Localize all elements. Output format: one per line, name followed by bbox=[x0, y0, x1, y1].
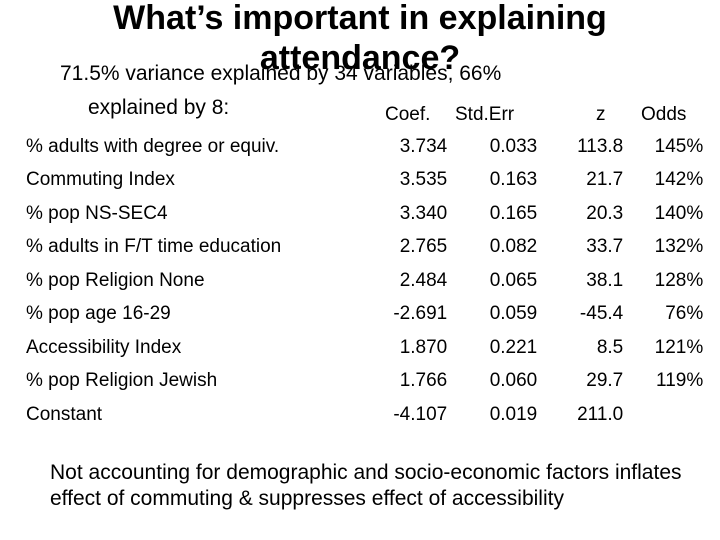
std-err-cell: 0.033 bbox=[489, 135, 538, 157]
std-err-cell: 0.065 bbox=[489, 269, 538, 291]
title-line-2: attendance? bbox=[259, 39, 461, 77]
variable-cell: % pop age 16-29 bbox=[26, 303, 171, 325]
table-row: % adults in F/T time education 2.765 0.082… bbox=[26, 231, 703, 265]
z-cell: 29.7 bbox=[586, 370, 624, 392]
variable-cell: % pop Religion None bbox=[26, 269, 205, 291]
coef-cell: -2.691 bbox=[393, 303, 448, 325]
z-cell: -45.4 bbox=[579, 303, 624, 325]
z-cell: 38.1 bbox=[586, 269, 624, 291]
coef-cell: 3.340 bbox=[399, 202, 448, 224]
coef-cell: -4.107 bbox=[393, 403, 448, 425]
z-cell: 20.3 bbox=[586, 202, 624, 224]
subtitle-line-1: 71.5% variance explained by 34 variables… bbox=[60, 62, 502, 85]
odds-cell: 128% bbox=[654, 269, 704, 291]
variable-cell: % adults in F/T time education bbox=[26, 236, 282, 258]
std-err-cell: 0.019 bbox=[489, 403, 538, 425]
coef-cell: 1.870 bbox=[399, 336, 448, 358]
header-z: z bbox=[596, 104, 606, 125]
odds-cell: 121% bbox=[654, 336, 704, 358]
z-cell: 113.8 bbox=[577, 135, 624, 157]
table-row: % pop age 16-29 -2.691 0.059 -45.4 76% bbox=[26, 298, 703, 332]
odds-cell: 132% bbox=[654, 236, 704, 258]
coef-cell: 2.765 bbox=[399, 236, 448, 258]
variable-cell: Commuting Index bbox=[26, 169, 175, 191]
std-err-cell: 0.163 bbox=[489, 169, 538, 191]
header-coef: Coef. bbox=[385, 104, 431, 125]
z-cell: 21.7 bbox=[586, 169, 624, 191]
z-cell: 8.5 bbox=[596, 336, 624, 358]
odds-cell: 140% bbox=[654, 202, 704, 224]
footnote: Not accounting for demographic and socio… bbox=[50, 461, 682, 510]
coef-cell: 1.766 bbox=[399, 370, 448, 392]
odds-cell: 76% bbox=[665, 303, 704, 325]
std-err-cell: 0.221 bbox=[489, 336, 538, 358]
variable-cell: Accessibility Index bbox=[26, 336, 182, 358]
odds-cell: 119% bbox=[656, 370, 704, 392]
table-row: % pop Religion Jewish 1.766 0.060 29.7 119% bbox=[26, 365, 703, 399]
std-err-cell: 0.165 bbox=[489, 202, 538, 224]
variable-cell: % adults with degree or equiv. bbox=[26, 135, 280, 157]
variable-cell: % pop Religion Jewish bbox=[26, 370, 218, 392]
odds-cell bbox=[623, 398, 703, 432]
coef-cell: 3.734 bbox=[399, 135, 448, 157]
z-cell: 33.7 bbox=[586, 236, 624, 258]
regression-table: % adults with degree or equiv. 3.734 0.033… bbox=[26, 130, 703, 432]
coef-cell: 3.535 bbox=[399, 169, 448, 191]
table-row: % pop NS-SEC4 3.340 0.165 20.3 140% bbox=[26, 197, 703, 231]
table-row: Constant -4.107 0.019 211.0 bbox=[26, 398, 703, 432]
table-row: % adults with degree or equiv. 3.734 0.033… bbox=[26, 130, 703, 164]
variable-cell: Constant bbox=[26, 403, 103, 425]
std-err-cell: 0.060 bbox=[489, 370, 538, 392]
coef-cell: 2.484 bbox=[399, 269, 448, 291]
table-row: Accessibility Index 1.870 0.221 8.5 121% bbox=[26, 331, 703, 365]
header-std-err: Std.Err bbox=[455, 104, 515, 125]
variable-cell: % pop NS-SEC4 bbox=[26, 202, 168, 224]
title-line-1: What’s important in explaining bbox=[113, 0, 607, 37]
subtitle-line-2: explained by 8: bbox=[88, 96, 230, 119]
z-cell: 211.0 bbox=[577, 403, 624, 425]
odds-cell: 142% bbox=[654, 169, 704, 191]
table-row: % pop Religion None 2.484 0.065 38.1 128% bbox=[26, 264, 703, 298]
std-err-cell: 0.059 bbox=[489, 303, 538, 325]
table-row: Commuting Index 3.535 0.163 21.7 142% bbox=[26, 164, 703, 198]
std-err-cell: 0.082 bbox=[489, 236, 538, 258]
header-odds: Odds bbox=[641, 104, 687, 125]
odds-cell: 145% bbox=[654, 135, 704, 157]
